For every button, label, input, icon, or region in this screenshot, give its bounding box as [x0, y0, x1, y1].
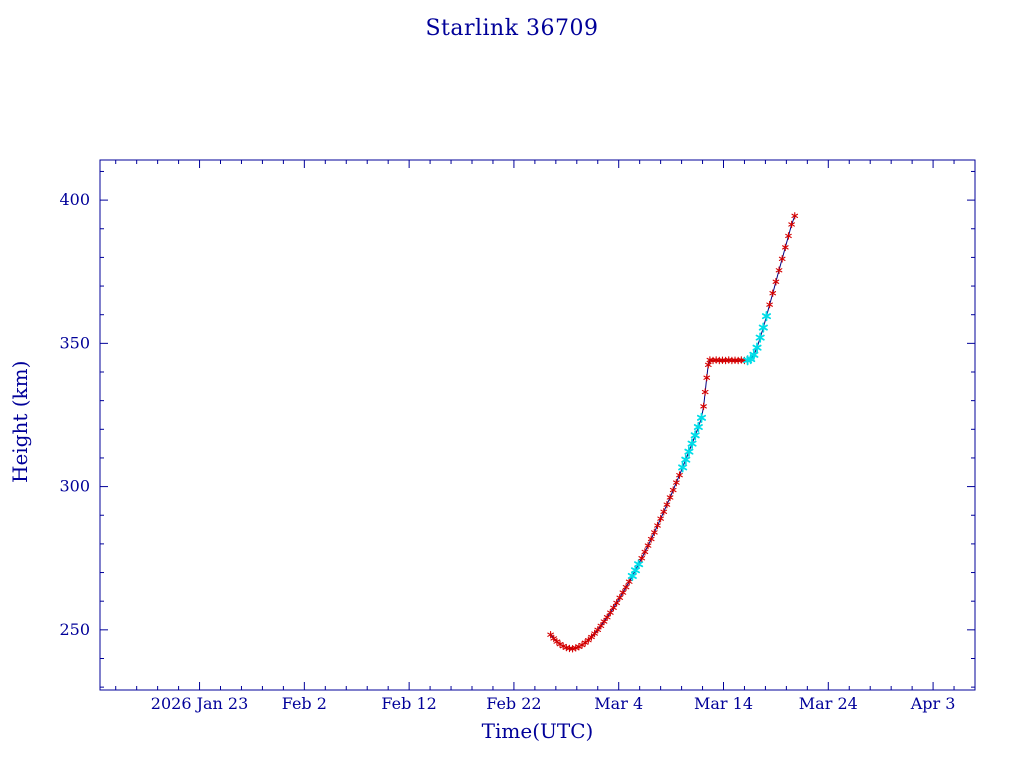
data-marker-red	[556, 640, 564, 648]
x-tick-label: Apr 3	[910, 694, 956, 713]
data-marker-red	[619, 588, 627, 597]
data-marker-red	[647, 535, 655, 543]
y-tick-label: 400	[59, 190, 90, 209]
data-marker-red	[644, 541, 652, 550]
data-marker-cyan	[749, 349, 759, 360]
chart-title: Starlink 36709	[425, 16, 599, 41]
data-marker-cyan	[684, 446, 694, 457]
data-marker-red	[600, 617, 608, 626]
y-tick-label: 300	[59, 477, 90, 496]
y-tick-label: 250	[59, 620, 90, 639]
data-marker-red	[706, 356, 714, 364]
data-marker-red	[591, 629, 598, 638]
data-marker-red	[722, 356, 729, 365]
data-marker-cyan	[755, 332, 765, 343]
data-marker-red	[610, 604, 617, 612]
data-marker-red	[651, 528, 658, 537]
data-marker-cyan	[693, 421, 703, 433]
data-marker-red	[547, 630, 554, 639]
data-marker-red	[660, 508, 668, 516]
data-marker-cyan	[627, 570, 637, 582]
data-marker-red	[673, 478, 680, 487]
data-marker-red	[666, 493, 674, 502]
x-tick-label: Mar 24	[799, 694, 858, 713]
x-tick-label: Feb 12	[381, 694, 436, 713]
data-marker-red	[791, 212, 799, 220]
data-marker-red	[788, 220, 795, 229]
data-marker-red	[603, 613, 611, 621]
data-marker-red	[581, 638, 589, 647]
data-marker-cyan	[630, 565, 641, 576]
data-marker-red	[625, 577, 633, 586]
x-axis-label: Time(UTC)	[481, 719, 594, 743]
x-tick-label: Feb 22	[486, 694, 541, 713]
data-marker-cyan	[696, 412, 707, 423]
data-marker-red	[638, 554, 646, 562]
data-marker-red	[725, 356, 733, 364]
data-marker-red	[559, 642, 567, 650]
data-marker-red	[709, 356, 717, 365]
data-marker-red	[613, 599, 620, 607]
data-marker-red	[575, 642, 583, 651]
data-marker-red	[775, 266, 783, 275]
data-marker-red	[594, 626, 602, 634]
x-tick-label: Mar 14	[694, 694, 753, 713]
data-marker-cyan	[761, 311, 771, 322]
data-marker-red	[772, 278, 780, 286]
data-marker-red	[597, 622, 605, 630]
plot-frame	[99, 159, 976, 691]
y-tick-label: 350	[59, 333, 90, 352]
data-marker-red	[700, 402, 707, 411]
data-marker-cyan	[758, 322, 768, 333]
height-line	[550, 215, 796, 650]
x-tick-label: 2026 Jan 23	[151, 694, 249, 713]
data-marker-red	[669, 486, 677, 494]
data-marker-red	[766, 300, 773, 309]
data-marker-red	[701, 388, 709, 396]
x-tick-label: Feb 2	[282, 694, 327, 713]
data-marker-red	[616, 594, 624, 602]
data-marker-red	[769, 289, 777, 297]
data-marker-red	[657, 514, 664, 523]
x-tick-label: Mar 4	[594, 694, 643, 713]
data-marker-red	[578, 641, 586, 649]
data-marker-cyan	[678, 462, 688, 473]
data-marker-cyan	[752, 342, 762, 353]
data-marker-cyan	[634, 559, 644, 570]
data-marker-red	[654, 521, 661, 530]
data-marker-red	[569, 645, 576, 653]
data-marker-red	[734, 356, 742, 365]
data-marker-red	[703, 373, 711, 382]
data-marker-red	[782, 243, 789, 252]
data-marker-red	[785, 232, 792, 240]
data-marker-red	[738, 356, 745, 364]
data-marker-cyan	[687, 438, 697, 449]
data-marker-cyan	[681, 454, 691, 465]
data-marker-red	[641, 548, 649, 556]
data-marker-red	[704, 361, 712, 369]
data-marker-cyan	[690, 430, 700, 441]
data-marker-red	[563, 643, 570, 652]
data-marker-red	[663, 500, 671, 509]
data-marker-red	[676, 471, 683, 479]
data-marker-red	[622, 583, 630, 591]
data-marker-red	[607, 608, 614, 617]
data-marker-red	[712, 356, 720, 364]
data-marker-red	[778, 255, 786, 263]
data-marker-red	[553, 637, 561, 646]
data-marker-red	[572, 644, 580, 652]
